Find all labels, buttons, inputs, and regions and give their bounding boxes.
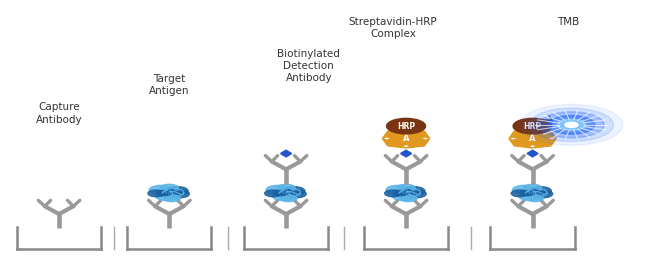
Text: A: A	[529, 134, 536, 143]
Circle shape	[403, 187, 425, 196]
Circle shape	[272, 192, 294, 201]
Circle shape	[400, 195, 417, 202]
Circle shape	[533, 190, 552, 198]
Circle shape	[523, 184, 541, 192]
Circle shape	[565, 122, 578, 127]
Text: TMB: TMB	[557, 17, 579, 27]
Text: HRP: HRP	[397, 122, 415, 131]
Polygon shape	[533, 129, 556, 139]
Polygon shape	[382, 139, 406, 148]
Circle shape	[393, 192, 415, 201]
Text: Biotinylated
Detection
Antibody: Biotinylated Detection Antibody	[278, 49, 340, 83]
Polygon shape	[400, 150, 411, 157]
Circle shape	[170, 190, 189, 198]
Polygon shape	[406, 129, 430, 139]
Text: Capture
Antibody: Capture Antibody	[36, 102, 83, 125]
Circle shape	[519, 192, 541, 201]
Circle shape	[287, 190, 306, 198]
Polygon shape	[509, 139, 532, 148]
Circle shape	[280, 195, 297, 202]
Polygon shape	[387, 131, 413, 141]
Circle shape	[156, 192, 177, 201]
Circle shape	[158, 191, 171, 196]
Circle shape	[511, 190, 528, 197]
Circle shape	[161, 184, 178, 192]
Circle shape	[164, 195, 180, 202]
Circle shape	[274, 191, 287, 196]
Circle shape	[526, 195, 543, 202]
Circle shape	[558, 119, 586, 131]
Circle shape	[513, 118, 552, 134]
Circle shape	[548, 115, 595, 134]
Circle shape	[277, 184, 295, 192]
Polygon shape	[406, 139, 430, 148]
Circle shape	[539, 112, 604, 138]
Circle shape	[521, 191, 534, 196]
Polygon shape	[533, 139, 556, 148]
Polygon shape	[514, 131, 540, 141]
Circle shape	[148, 190, 165, 197]
Polygon shape	[527, 150, 538, 157]
Circle shape	[166, 187, 188, 196]
Circle shape	[265, 190, 281, 197]
Polygon shape	[525, 136, 552, 146]
Polygon shape	[387, 136, 413, 146]
Circle shape	[530, 108, 614, 142]
Polygon shape	[514, 136, 540, 146]
Text: Streptavidin-HRP
Complex: Streptavidin-HRP Complex	[349, 17, 437, 40]
Text: Target
Antigen: Target Antigen	[149, 74, 190, 96]
Circle shape	[407, 190, 426, 198]
Circle shape	[520, 104, 623, 145]
Polygon shape	[525, 131, 552, 141]
Circle shape	[385, 190, 402, 197]
Polygon shape	[398, 131, 425, 141]
Circle shape	[529, 187, 551, 196]
Circle shape	[283, 187, 305, 196]
Polygon shape	[281, 150, 292, 157]
Polygon shape	[398, 136, 425, 146]
Circle shape	[150, 185, 173, 195]
Circle shape	[266, 185, 289, 195]
Text: A: A	[403, 134, 410, 143]
Circle shape	[397, 184, 415, 192]
Polygon shape	[382, 129, 406, 139]
Text: HRP: HRP	[523, 122, 541, 131]
Circle shape	[386, 185, 410, 195]
Circle shape	[395, 191, 408, 196]
Circle shape	[512, 185, 536, 195]
Circle shape	[387, 118, 426, 134]
Polygon shape	[509, 129, 532, 139]
